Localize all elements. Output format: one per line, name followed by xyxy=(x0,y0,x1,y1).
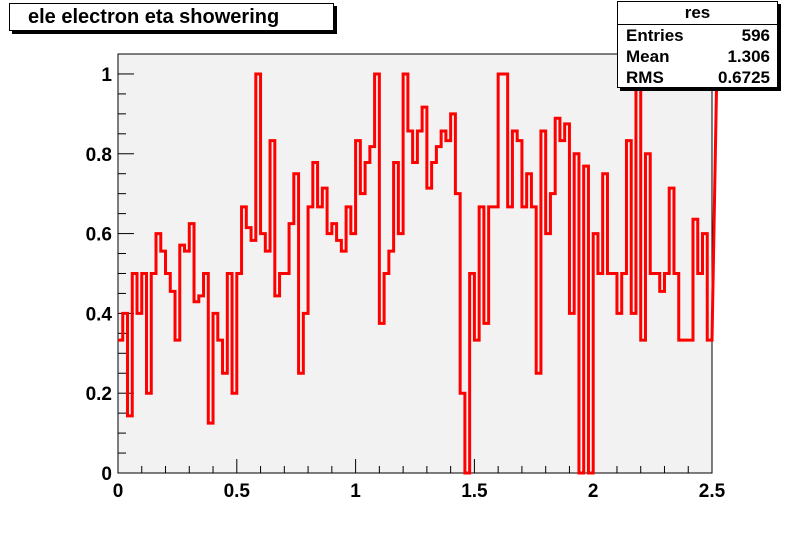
histogram-line xyxy=(118,72,719,475)
stats-row-rms: RMS 0.6725 xyxy=(618,67,777,88)
x-tick-label: 1.5 xyxy=(461,481,488,502)
stats-name: res xyxy=(618,2,777,25)
y-tick-label: 0.2 xyxy=(86,384,112,405)
y-tick-label: 1 xyxy=(101,65,112,86)
stats-row-mean: Mean 1.306 xyxy=(618,46,777,67)
stats-value: 596 xyxy=(741,26,770,45)
stats-box: res Entries 596 Mean 1.306 RMS 0.6725 xyxy=(617,1,778,88)
stats-value: 1.306 xyxy=(727,47,770,66)
axes: 0 0.5 1 1.5 2 2.5 0 0.2 0.4 0.6 0.8 1 xyxy=(86,65,726,502)
x-tick-label: 0.5 xyxy=(224,481,251,502)
histogram-title: ele electron eta showering xyxy=(9,3,334,31)
stats-value: 0.6725 xyxy=(718,68,770,87)
x-tick-label: 2 xyxy=(588,481,599,502)
stats-row-entries: Entries 596 xyxy=(618,25,777,46)
x-tick-label: 1 xyxy=(350,481,361,502)
x-tick-label: 0 xyxy=(113,481,124,502)
x-tick-label: 2.5 xyxy=(699,481,726,502)
y-tick-label: 0.4 xyxy=(86,304,113,325)
y-tick-label: 0.8 xyxy=(86,145,112,166)
stats-label: Entries xyxy=(626,26,684,45)
plot-frame xyxy=(117,53,713,474)
stats-label: Mean xyxy=(626,47,670,66)
y-tick-label: 0.6 xyxy=(86,225,112,246)
y-tick-label: 0 xyxy=(101,464,112,485)
stats-label: RMS xyxy=(626,68,664,87)
